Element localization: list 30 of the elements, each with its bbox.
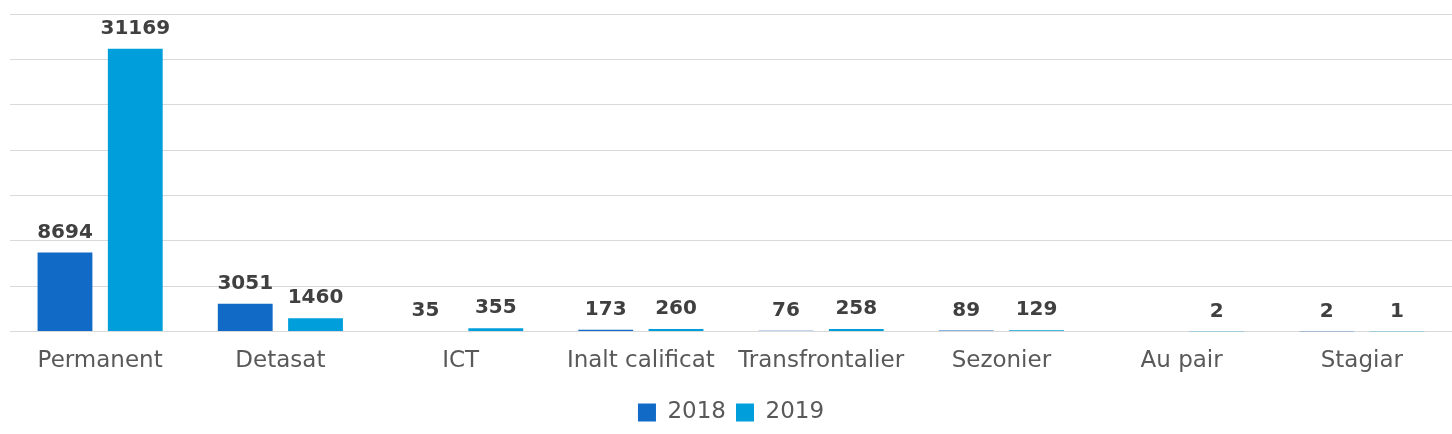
bar [288, 318, 343, 331]
x-tick-label: Permanent [37, 346, 163, 373]
data-label: 2 [1209, 297, 1224, 322]
data-label: 3051 [217, 269, 274, 294]
data-label: 1 [1390, 297, 1404, 322]
data-label: 76 [772, 296, 800, 321]
x-tick-label: Stagiar [1320, 346, 1404, 373]
bar [217, 303, 273, 331]
x-tick-label: Transfrontalier [737, 346, 905, 373]
data-label: 1460 [287, 284, 344, 309]
x-tick-label: Detasat [235, 346, 326, 373]
x-tick-label: Sezonier [951, 346, 1052, 373]
data-label: 173 [584, 296, 627, 321]
data-label: 35 [411, 297, 440, 322]
data-label: 355 [474, 294, 517, 319]
bar [107, 48, 163, 331]
data-label: 31169 [100, 14, 171, 39]
data-label: 89 [952, 296, 981, 321]
data-label: 8694 [37, 218, 93, 243]
data-label: 258 [835, 295, 878, 320]
legend-label: 2018 [667, 397, 727, 424]
data-label: 260 [655, 295, 697, 320]
data-label: 129 [1015, 296, 1058, 321]
data-label: 2 [1319, 297, 1334, 322]
x-tick-label: Au pair [1140, 346, 1224, 373]
x-tick-label: ICT [442, 346, 481, 373]
x-tick-label: Inalt calificat [566, 346, 715, 373]
bar [37, 252, 93, 331]
bar [468, 328, 524, 331]
legend-label: 2019 [765, 397, 825, 424]
